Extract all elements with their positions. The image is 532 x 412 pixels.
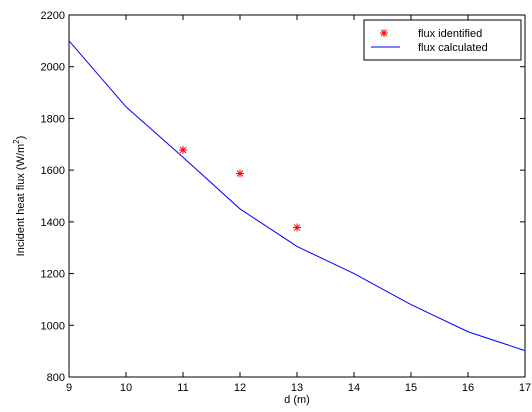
- plot-area: [68, 14, 526, 378]
- data-point-flux-identified: [236, 169, 244, 178]
- legend-label-flux-identified: flux identified: [418, 28, 482, 40]
- y-axis-label: Incident heat flux (W/m2): [12, 136, 27, 257]
- x-tick-label: 17: [519, 382, 531, 394]
- legend-box: [363, 19, 522, 61]
- y-axis-ticks: 800 1000 1200 1400 1600 1800 2000 2200: [41, 10, 525, 384]
- x-tick-label: 15: [405, 382, 417, 394]
- y-tick-label: 2200: [41, 10, 65, 22]
- y-axis-label-close: ): [15, 136, 27, 140]
- y-axis-label-sup: 2: [12, 139, 21, 144]
- y-tick-label: 1800: [41, 113, 65, 125]
- legend-label-flux-calculated: flux calculated: [418, 42, 488, 54]
- legend: flux identified flux calculated: [363, 19, 522, 61]
- x-tick-label: 9: [66, 382, 72, 394]
- x-axis-label: d (m): [284, 394, 310, 406]
- y-tick-label: 1600: [41, 165, 65, 177]
- x-tick-label: 13: [291, 382, 303, 394]
- y-tick-label: 1400: [41, 217, 65, 229]
- series-layer: [68, 40, 526, 352]
- x-tick-label: 12: [234, 382, 246, 394]
- legend-marker-flux-identified: [380, 29, 388, 37]
- x-tick-label: 10: [120, 382, 132, 394]
- y-tick-label: 1200: [41, 269, 65, 281]
- data-point-flux-identified: [179, 145, 187, 154]
- x-tick-label: 16: [462, 382, 474, 394]
- y-tick-label: 2000: [41, 62, 65, 74]
- y-axis-label-main: Incident heat flux (W/m: [15, 144, 27, 257]
- y-tick-label: 1000: [41, 320, 65, 332]
- x-tick-label: 14: [348, 382, 360, 394]
- series-line-flux-calculated: [68, 40, 526, 352]
- y-tick-label: 800: [47, 372, 65, 384]
- x-axis-ticks: 9 10 11 12 13 14 15 16 17: [66, 15, 531, 394]
- data-point-flux-identified: [293, 223, 301, 232]
- x-tick-label: 11: [177, 382, 188, 394]
